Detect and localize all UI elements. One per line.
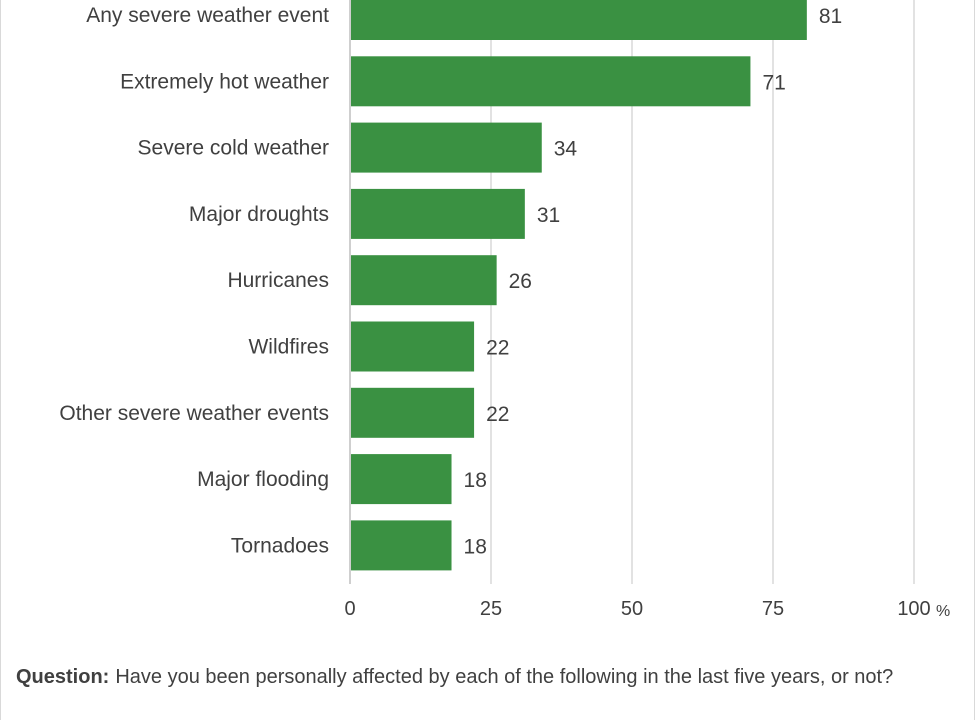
question-footnote: Question: Have you been personally affect… [16, 664, 946, 690]
data-label: 22 [486, 403, 509, 426]
bar [351, 122, 542, 173]
tick-label: 0 [344, 598, 355, 620]
category-label: Wildfires [248, 336, 329, 359]
tick-label: 50 [621, 598, 643, 620]
category-label: Other severe weather events [59, 402, 329, 425]
question-prefix: Question: [16, 666, 110, 688]
tick-label: 75 [762, 598, 784, 620]
category-label: Any severe weather event [86, 4, 329, 27]
data-label: 81 [819, 5, 842, 28]
category-label: Major droughts [189, 203, 329, 226]
bar [351, 255, 497, 306]
bar [351, 0, 807, 40]
data-label: 18 [464, 469, 487, 492]
bar [351, 321, 475, 372]
data-label: 31 [537, 204, 560, 227]
data-label: 18 [464, 535, 487, 558]
bar [351, 56, 751, 107]
bar [351, 520, 452, 571]
data-label: 26 [509, 270, 532, 293]
data-label: 71 [762, 71, 785, 94]
category-label: Major flooding [197, 468, 329, 491]
category-label: Severe cold weather [138, 137, 329, 160]
bar [351, 188, 525, 239]
category-label: Tornadoes [231, 534, 329, 557]
bar [351, 387, 475, 438]
data-label: 22 [486, 337, 509, 360]
bar-chart: Any severe weather event 81 Extremely hot … [59, 0, 950, 620]
data-label: 34 [554, 138, 578, 161]
axis-unit-label: % [936, 603, 950, 620]
tick-label: 100 [897, 598, 930, 620]
tick-label: 25 [480, 598, 502, 620]
question-text: Have you been personally affected by eac… [115, 666, 894, 688]
category-label: Hurricanes [227, 269, 329, 292]
category-label: Extremely hot weather [120, 70, 329, 93]
bar [351, 454, 452, 505]
